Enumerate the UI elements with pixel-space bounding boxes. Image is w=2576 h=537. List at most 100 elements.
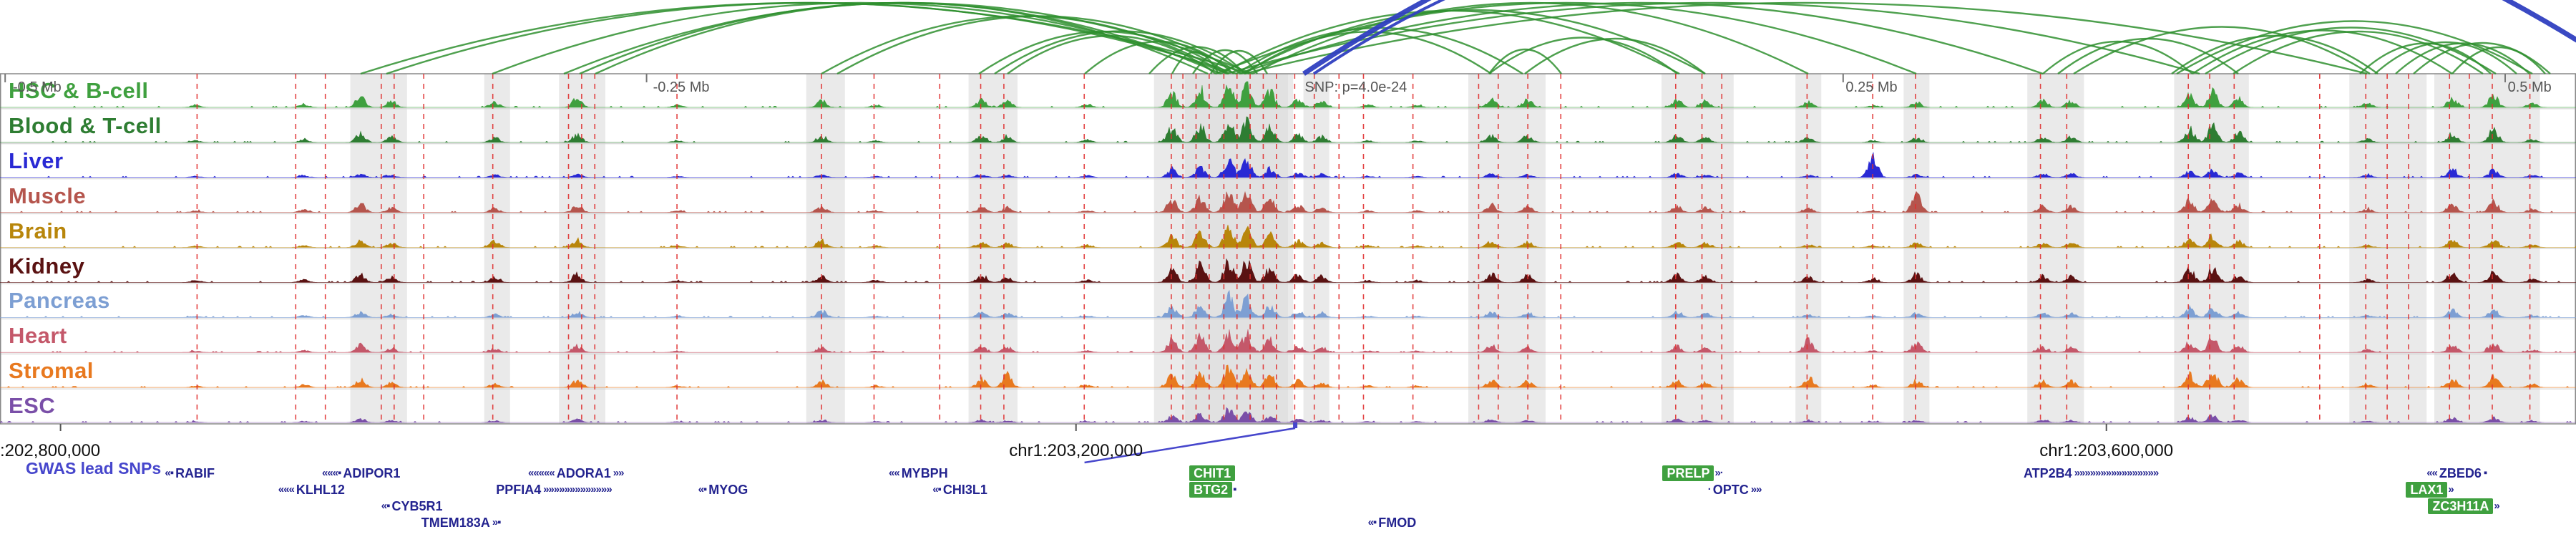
gene-strand-arrows: «▪ bbox=[698, 483, 708, 495]
gene-strand-arrows: »»»»»»»»»»»»» bbox=[543, 483, 612, 495]
interaction-arc bbox=[595, 1, 1209, 75]
gene-chi3l1[interactable]: «▪ CHI3L1 bbox=[932, 482, 989, 498]
signal-track-blood-t-cell bbox=[0, 116, 2576, 143]
gene-name: FMOD bbox=[1378, 516, 1417, 530]
interaction-arc bbox=[2374, 41, 2517, 74]
interaction-arc bbox=[1215, 1, 1917, 75]
signal-track-muscle bbox=[0, 190, 2576, 213]
gene-zbed6[interactable]: «« ZBED6 ▪ bbox=[2426, 465, 2487, 481]
ruler-label: 0.5 Mb bbox=[2507, 79, 2552, 95]
gene-strand-arrows: ««««« bbox=[528, 467, 555, 479]
interaction-arc bbox=[1241, 9, 1706, 75]
track-label-brain[interactable]: Brain bbox=[9, 218, 67, 243]
track-label-heart[interactable]: Heart bbox=[9, 323, 67, 349]
gene-strand-arrows: ▪ bbox=[2483, 467, 2487, 479]
signal-track-esc bbox=[0, 407, 2576, 423]
gene-myog[interactable]: «▪ MYOG bbox=[698, 482, 750, 498]
interaction-arc bbox=[1488, 37, 1678, 74]
interaction-arc bbox=[2042, 40, 2193, 74]
track-label-pancreas[interactable]: Pancreas bbox=[9, 288, 110, 314]
track-label-kidney[interactable]: Kidney bbox=[9, 253, 85, 279]
interaction-arc bbox=[1524, 37, 1706, 74]
gwas-snp-tick[interactable] bbox=[1293, 422, 1298, 428]
gene-strand-arrows: «▪ bbox=[381, 500, 391, 512]
gene-prelp[interactable]: PRELP »· bbox=[1662, 465, 1724, 481]
gene-strand-arrows: «▪ bbox=[165, 467, 174, 479]
gene-btg2[interactable]: BTG2 ▪ bbox=[1189, 482, 1237, 498]
gene-name: ADORA1 bbox=[556, 466, 611, 480]
gene-name: MYBPH bbox=[901, 466, 948, 480]
interaction-arc bbox=[1220, 9, 1680, 75]
gene-strand-arrows: ▪ bbox=[1233, 483, 1236, 495]
signal-track-liver bbox=[0, 151, 2576, 178]
interaction-arc bbox=[2413, 42, 2551, 74]
gene-strand-arrows: » bbox=[2494, 500, 2499, 512]
interaction-arc bbox=[2176, 20, 2533, 75]
signal-track-heart bbox=[0, 329, 2576, 353]
interaction-arc bbox=[386, 1, 1237, 75]
gene-name: TMEM183A bbox=[421, 516, 490, 530]
track-label-liver[interactable]: Liver bbox=[9, 147, 64, 173]
track-label-esc[interactable]: ESC bbox=[9, 393, 56, 419]
gene-optc[interactable]: · OPTC»» bbox=[1708, 482, 1762, 498]
gene-strand-arrows: »» bbox=[613, 467, 625, 479]
interaction-arc bbox=[2395, 42, 2530, 74]
gene-name: ZBED6 bbox=[2439, 466, 2482, 480]
gene-strand-arrows: «« bbox=[889, 467, 900, 479]
interaction-arc bbox=[1007, 34, 1216, 74]
gene-adipor1[interactable]: «««▪ ADIPOR1 bbox=[322, 465, 401, 481]
gene-rabif[interactable]: «▪ RABIF bbox=[165, 465, 216, 481]
interaction-arc bbox=[1244, 1, 2368, 75]
gwas-lead-snps-label[interactable]: GWAS lead SNPs bbox=[26, 459, 162, 478]
interaction-arc bbox=[1488, 49, 1562, 74]
interaction-arc bbox=[1084, 40, 1234, 74]
gene-strand-arrows: ««« bbox=[278, 483, 295, 495]
gene-name: ATP2B4 bbox=[2024, 466, 2072, 480]
coordinate-label: :202,800,000 bbox=[0, 441, 101, 460]
gene-name: ZC3H11A bbox=[2428, 498, 2494, 514]
signal-track-stromal bbox=[0, 364, 2576, 388]
coordinate-label: chr1:203,600,000 bbox=[2039, 441, 2174, 460]
gene-strand-arrows: »»»»»»»»»»»»»»»» bbox=[2074, 467, 2159, 479]
snp-pvalue-label: SNP: p=4.0e-24 bbox=[1304, 79, 1407, 95]
coordinate-label: chr1:203,200,000 bbox=[1009, 441, 1143, 460]
gene-ppfia4[interactable]: PPFIA4»»»»»»»»»»»»» bbox=[494, 482, 612, 498]
interaction-arc bbox=[2451, 46, 2546, 74]
interaction-arc bbox=[821, 15, 1227, 75]
gene-name: RABIF bbox=[175, 466, 215, 480]
track-label-stromal[interactable]: Stromal bbox=[9, 358, 94, 384]
gene-name: CHI3L1 bbox=[942, 483, 987, 497]
gene-name: KLHL12 bbox=[296, 483, 345, 497]
interaction-arc bbox=[1171, 51, 1220, 74]
gene-name: ADIPOR1 bbox=[343, 466, 401, 480]
track-label-hsc-b-cell[interactable]: HSC & B-cell bbox=[9, 78, 149, 103]
interaction-arc-blue bbox=[1312, 0, 1446, 75]
gene-strand-arrows: · bbox=[1707, 483, 1712, 495]
interaction-arc bbox=[2205, 26, 2497, 75]
gene-strand-arrows: «▪ bbox=[1367, 516, 1377, 528]
gene-tmem183a[interactable]: TMEM183A »▪ bbox=[420, 515, 502, 531]
interaction-arc bbox=[2192, 29, 2453, 74]
gene-klhl12[interactable]: ««« KLHL12 bbox=[278, 482, 346, 498]
gene-chit1[interactable]: CHIT1 bbox=[1189, 465, 1236, 481]
gene-adora1[interactable]: ««««« ADORA1»» bbox=[528, 465, 625, 481]
gene-name: CYB5R1 bbox=[391, 499, 443, 513]
gene-atp2b4[interactable]: ATP2B4»»»»»»»»»»»»»»»» bbox=[2022, 465, 2159, 481]
gene-lax1[interactable]: LAX1» bbox=[2406, 482, 2454, 498]
tracks-frame bbox=[0, 73, 2576, 425]
gene-strand-arrows: «« bbox=[2426, 467, 2438, 479]
gene-strand-arrows: «▪ bbox=[932, 483, 942, 495]
track-label-blood-t-cell[interactable]: Blood & T-cell bbox=[9, 112, 162, 138]
gene-cyb5r1[interactable]: «▪ CYB5R1 bbox=[381, 498, 444, 514]
signal-track-pancreas bbox=[0, 289, 2576, 318]
interaction-arc bbox=[2233, 30, 2484, 74]
interaction-arc bbox=[2359, 42, 2492, 74]
gene-strand-arrows: »· bbox=[1714, 467, 1723, 479]
track-label-muscle[interactable]: Muscle bbox=[9, 183, 87, 208]
gene-zc3h11a[interactable]: ZC3H11A» bbox=[2428, 498, 2500, 514]
ruler-label: -0.5 Mb bbox=[13, 79, 62, 95]
ruler-label: -0.25 Mb bbox=[653, 79, 710, 95]
gene-mybph[interactable]: «« MYBPH bbox=[889, 465, 950, 481]
gene-fmod[interactable]: «▪ FMOD bbox=[1368, 515, 1418, 531]
